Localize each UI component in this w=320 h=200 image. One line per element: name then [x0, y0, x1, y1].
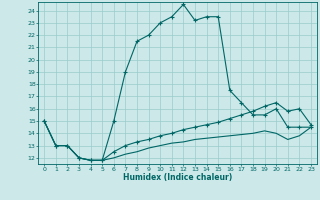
X-axis label: Humidex (Indice chaleur): Humidex (Indice chaleur) [123, 173, 232, 182]
